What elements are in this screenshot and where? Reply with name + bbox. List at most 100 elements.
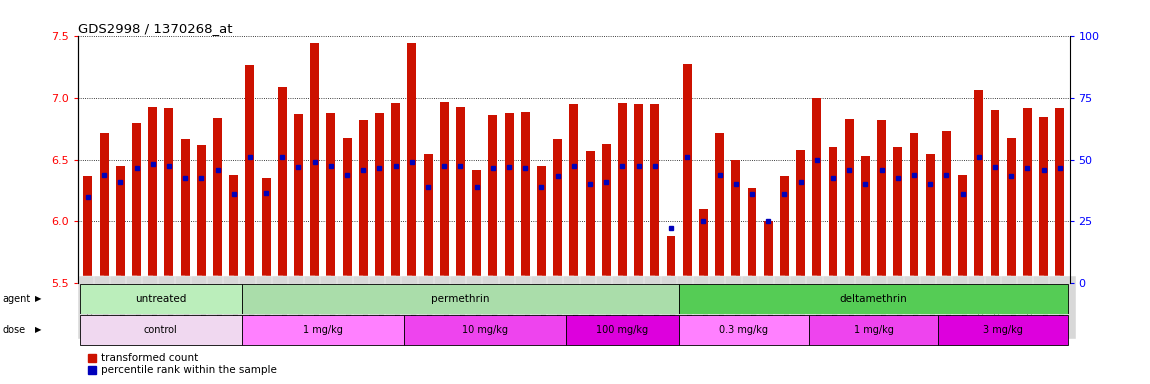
Bar xyxy=(1040,117,1048,283)
Text: GSM195259: GSM195259 xyxy=(493,286,499,328)
Bar xyxy=(942,131,951,283)
Bar xyxy=(651,104,659,283)
Bar xyxy=(537,166,546,283)
Bar xyxy=(796,150,805,283)
Text: GSM195250: GSM195250 xyxy=(347,286,353,328)
Text: ▶: ▶ xyxy=(34,294,41,303)
Bar xyxy=(894,147,903,283)
Text: 10 mg/kg: 10 mg/kg xyxy=(462,325,508,335)
Bar xyxy=(634,104,643,283)
Bar xyxy=(423,154,432,283)
Text: GSM195251: GSM195251 xyxy=(363,286,369,328)
Text: GSM195300: GSM195300 xyxy=(979,286,984,329)
Text: ▶: ▶ xyxy=(34,326,41,334)
Text: untreated: untreated xyxy=(135,294,186,304)
Bar xyxy=(990,111,999,283)
Text: GSM195254: GSM195254 xyxy=(412,286,417,328)
Bar xyxy=(1006,137,1015,283)
Text: 100 mg/kg: 100 mg/kg xyxy=(597,325,649,335)
Text: GSM195252: GSM195252 xyxy=(380,286,385,328)
Text: GSM195265: GSM195265 xyxy=(574,286,580,328)
Text: control: control xyxy=(144,325,178,335)
Bar xyxy=(1024,108,1032,283)
Bar xyxy=(505,113,514,283)
Bar xyxy=(566,315,680,345)
Text: 1 mg/kg: 1 mg/kg xyxy=(853,325,894,335)
Bar xyxy=(585,151,595,283)
Bar xyxy=(213,118,222,283)
Text: GSM195304: GSM195304 xyxy=(1043,286,1050,328)
Bar xyxy=(861,156,869,283)
Bar xyxy=(845,119,853,283)
Text: GSM195249: GSM195249 xyxy=(331,286,337,328)
Text: GSM195301: GSM195301 xyxy=(995,286,1000,329)
Text: GSM195278: GSM195278 xyxy=(704,286,710,328)
Bar xyxy=(667,236,675,283)
Text: GSM195276: GSM195276 xyxy=(688,286,693,328)
Bar xyxy=(877,120,886,283)
Bar xyxy=(812,98,821,283)
Bar xyxy=(699,209,708,283)
Text: GSM195299: GSM195299 xyxy=(963,286,968,328)
Bar xyxy=(79,284,242,314)
Text: dose: dose xyxy=(2,325,25,335)
Bar xyxy=(808,315,938,345)
Bar xyxy=(84,176,92,283)
Text: GSM195285: GSM195285 xyxy=(768,286,774,328)
Text: GSM190915: GSM190915 xyxy=(87,286,94,329)
Bar xyxy=(229,175,238,283)
Text: GSM195266: GSM195266 xyxy=(590,286,596,328)
Bar xyxy=(974,89,983,283)
Text: GSM195236: GSM195236 xyxy=(185,286,191,328)
Text: GSM195242: GSM195242 xyxy=(282,286,289,328)
Bar xyxy=(359,120,368,283)
Bar xyxy=(910,133,919,283)
Bar xyxy=(828,147,837,283)
Bar xyxy=(79,315,242,345)
Text: GSM195291: GSM195291 xyxy=(849,286,856,328)
Text: GSM195289: GSM195289 xyxy=(816,286,822,328)
Bar xyxy=(715,133,724,283)
Text: GSM195235: GSM195235 xyxy=(169,286,175,328)
Bar xyxy=(748,188,757,283)
Text: GDS2998 / 1370268_at: GDS2998 / 1370268_at xyxy=(78,22,232,35)
Bar xyxy=(245,65,254,283)
Text: GSM195237: GSM195237 xyxy=(201,286,207,328)
Bar xyxy=(375,113,384,283)
Text: GSM195302: GSM195302 xyxy=(1011,286,1018,328)
Bar xyxy=(958,175,967,283)
Bar xyxy=(553,139,562,283)
Text: GSM195303: GSM195303 xyxy=(1027,286,1034,329)
Bar xyxy=(404,315,566,345)
Text: GSM195255: GSM195255 xyxy=(428,286,434,328)
Text: GSM195290: GSM195290 xyxy=(833,286,840,328)
Bar xyxy=(132,123,141,283)
Text: GSM195263: GSM195263 xyxy=(542,286,547,328)
Legend: transformed count, percentile rank within the sample: transformed count, percentile rank withi… xyxy=(84,349,281,379)
Text: GSM195240: GSM195240 xyxy=(250,286,256,328)
Text: permethrin: permethrin xyxy=(431,294,490,304)
Bar xyxy=(181,139,190,283)
Bar xyxy=(764,222,773,283)
Text: 0.3 mg/kg: 0.3 mg/kg xyxy=(720,325,768,335)
Text: 3 mg/kg: 3 mg/kg xyxy=(983,325,1024,335)
Bar xyxy=(310,43,320,283)
Text: GSM195256: GSM195256 xyxy=(444,286,451,328)
Text: GSM195241: GSM195241 xyxy=(266,286,273,328)
Text: GSM195296: GSM195296 xyxy=(914,286,920,328)
Text: GSM195269: GSM195269 xyxy=(638,286,645,328)
Bar xyxy=(938,315,1068,345)
Text: GSM195298: GSM195298 xyxy=(946,286,952,328)
Text: GSM195260: GSM195260 xyxy=(509,286,515,328)
Bar xyxy=(780,176,789,283)
Text: GSM195243: GSM195243 xyxy=(299,286,305,328)
Text: GSM195261: GSM195261 xyxy=(526,286,531,328)
Bar xyxy=(1056,108,1064,283)
Bar xyxy=(262,178,270,283)
Bar xyxy=(601,144,611,283)
Text: GSM195305: GSM195305 xyxy=(1060,286,1066,328)
Bar xyxy=(569,104,578,283)
Bar xyxy=(242,315,404,345)
Bar xyxy=(680,284,1068,314)
Text: GSM195272: GSM195272 xyxy=(672,286,677,328)
